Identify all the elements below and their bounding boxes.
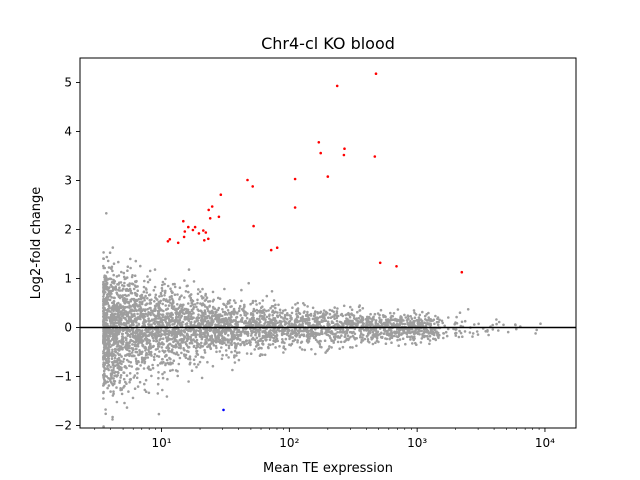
up-point [269,248,273,252]
up-point [217,215,221,219]
up-point [343,147,346,150]
up-point [317,141,321,144]
up-point [326,175,330,178]
up-point [246,178,249,182]
up-point [182,219,185,223]
y-tick-label: −2 [54,419,72,433]
up-point [319,151,323,155]
up-point [395,265,398,268]
y-tick-label: 1 [64,272,72,286]
x-axis: 10¹ 10² 10³ 10⁴ [94,428,555,450]
up-point [183,230,187,233]
up-point [374,72,378,75]
down-point [222,408,225,412]
up-point [203,239,206,242]
y-tick-label: 3 [64,174,72,188]
up-point [166,240,170,243]
up-point [193,225,197,229]
up-point [219,193,223,196]
up-point [191,228,195,232]
y-tick-label: 2 [64,223,72,237]
up-point [293,206,297,209]
background-point-cloud [102,212,542,428]
up-point [378,261,382,265]
up-point [187,225,190,229]
up-point [207,237,210,241]
up-point [202,229,205,232]
up-point [210,205,214,208]
up-point [208,217,212,220]
up-point [197,232,201,235]
up-point [168,238,172,241]
up-point [460,270,464,274]
up-point [204,231,208,234]
x-tick-label: 10² [279,436,299,450]
background-points [102,212,542,428]
up-point [176,241,180,245]
y-tick-label: 0 [64,321,72,335]
x-tick-label: 10⁴ [535,436,555,450]
x-axis-label: Mean TE expression [263,461,393,476]
y-tick-label: 5 [64,76,72,90]
x-tick-label: 10³ [407,436,427,450]
y-tick-label: 4 [64,125,72,139]
up-point [342,153,346,157]
y-axis: −2 −1 0 1 2 3 4 5 [54,76,80,433]
up-point [293,177,297,181]
up-point [182,235,186,239]
chart-title: Chr4-cl KO blood [261,34,395,53]
up-point [335,84,339,88]
up-point [275,246,279,249]
up-point [373,155,377,158]
up-point [252,224,255,228]
significant-points [166,72,464,412]
up-point [251,185,254,188]
y-axis-label: Log2-fold change [29,187,44,300]
y-tick-label: −1 [54,370,72,384]
x-tick-label: 10¹ [152,436,172,450]
up-point [207,208,210,212]
